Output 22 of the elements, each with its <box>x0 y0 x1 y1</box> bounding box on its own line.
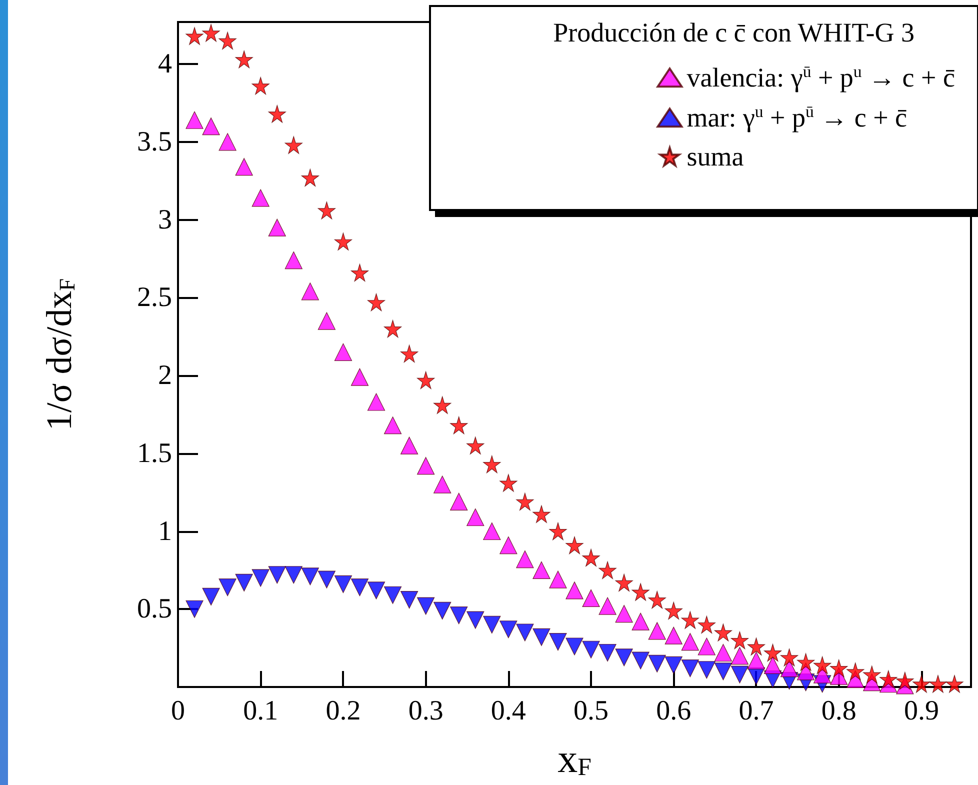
y-tick-label: 0.5 <box>137 594 172 625</box>
legend-label: suma <box>686 142 744 172</box>
x-tick-label: 0.1 <box>243 696 278 726</box>
y-tick-label: 2 <box>158 360 172 392</box>
y-tick-label: 3 <box>158 204 172 236</box>
y-tick-label: 1.5 <box>137 438 172 469</box>
x-tick-label: 0 <box>171 696 185 726</box>
x-tick-label: 0.3 <box>408 696 444 726</box>
x-tick-label: 0.6 <box>656 696 692 726</box>
y-tick-label: 4 <box>158 48 172 80</box>
y-tick-label: 2.5 <box>137 282 172 314</box>
x-tick-label: 0.2 <box>326 696 361 726</box>
legend-title: Producción de c c̄ con WHIT-G 3 <box>553 18 915 48</box>
x-tick-label: 0.9 <box>904 696 939 726</box>
x-tick-label: 0.8 <box>821 696 856 726</box>
x-axis-title: xF <box>558 736 592 781</box>
y-axis-title: 1/σ dσ/dxF <box>38 278 80 431</box>
y-tick-label: 3.5 <box>137 126 172 158</box>
x-tick-label: 0.5 <box>574 696 609 726</box>
x-tick-label: 0.7 <box>738 696 774 726</box>
y-tick-label: 1 <box>158 516 172 547</box>
x-tick-label: 0.4 <box>490 696 526 726</box>
